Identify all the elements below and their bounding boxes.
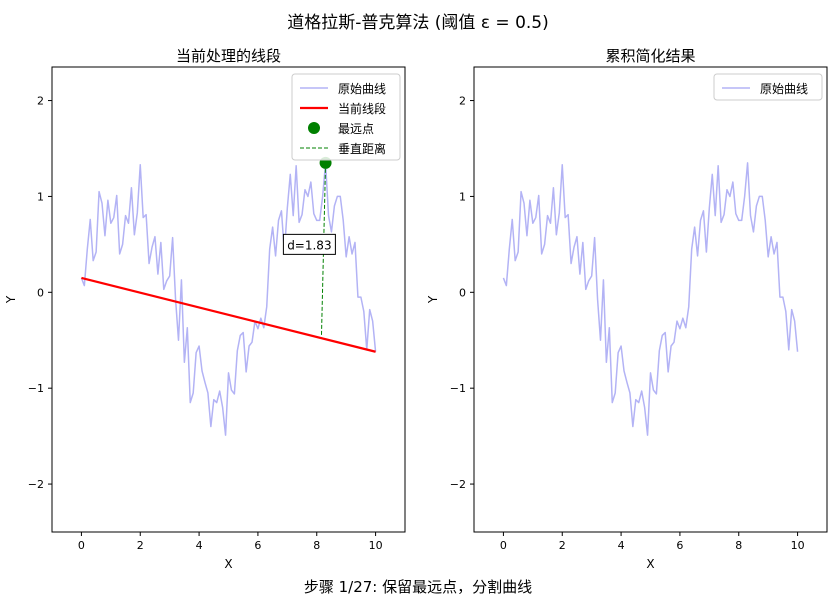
x-axis-label: X	[224, 557, 232, 571]
y-tick-label: −1	[28, 382, 44, 395]
y-tick-label: 2	[459, 95, 466, 108]
y-tick-label: 2	[37, 95, 44, 108]
annotation-box	[282, 233, 336, 255]
axes-frame	[473, 66, 828, 533]
x-tick-label: 8	[313, 539, 320, 552]
subplot-1: 当前处理的线段 d=1.83 0 2 4 6 8 10 −2 −1 0 1 2 X Y 原始曲线当前线段最远点…	[4, 47, 406, 571]
y-tick-label: 0	[37, 286, 44, 299]
x-tick-label: 0	[78, 539, 85, 552]
y-tick-label: −1	[450, 382, 466, 395]
y-tick-label: 0	[459, 286, 466, 299]
y-axis-label: Y	[4, 295, 18, 304]
axes-frame	[51, 66, 406, 533]
y-tick-label: −2	[450, 478, 466, 491]
subplot-title: 累积简化结果	[605, 47, 695, 65]
y-tick-label: 1	[459, 190, 466, 203]
x-tick-label: 2	[137, 539, 144, 552]
x-tick-label: 10	[791, 539, 805, 552]
series-current-segment	[81, 276, 376, 353]
series-original-curve	[502, 162, 799, 436]
legend-label: 原始曲线	[760, 82, 808, 96]
legend-label: 垂直距离	[338, 141, 386, 156]
legend-key-point	[308, 122, 320, 134]
figure-caption: 步骤 1/27: 保留最远点，分割曲线	[303, 578, 533, 596]
distance-annotation: d=1.83	[282, 233, 336, 255]
legend: 原始曲线	[713, 73, 823, 101]
legend-label: 最远点	[338, 122, 374, 136]
series-original-curve	[80, 162, 377, 436]
y-axis-label: Y	[426, 295, 440, 304]
annotation-text: d=1.83	[287, 238, 331, 252]
x-tick-label: 0	[500, 539, 507, 552]
x-axis-label: X	[646, 557, 654, 571]
y-tick-label: 1	[37, 190, 44, 203]
x-tick-label: 6	[254, 539, 261, 552]
x-tick-label: 8	[735, 539, 742, 552]
legend-box	[291, 73, 401, 161]
subplot-2: 累积简化结果 0 2 4 6 8 10 −2 −1 0 1 2 X Y 原始曲线	[426, 47, 828, 571]
legend-label: 当前线段	[338, 101, 386, 116]
plot-area	[502, 162, 799, 436]
x-tick-label: 4	[196, 539, 203, 552]
x-tick-label: 6	[676, 539, 683, 552]
subplot-title: 当前处理的线段	[176, 47, 281, 65]
figure-title: 道格拉斯-普克算法 (阈值 ε = 0.5)	[287, 13, 549, 33]
legend-box	[713, 73, 823, 101]
y-tick-label: −2	[28, 478, 44, 491]
plot-area	[80, 156, 377, 436]
x-tick-label: 4	[618, 539, 625, 552]
x-tick-label: 10	[369, 539, 383, 552]
legend-label: 原始曲线	[338, 82, 386, 96]
x-tick-label: 2	[559, 539, 566, 552]
